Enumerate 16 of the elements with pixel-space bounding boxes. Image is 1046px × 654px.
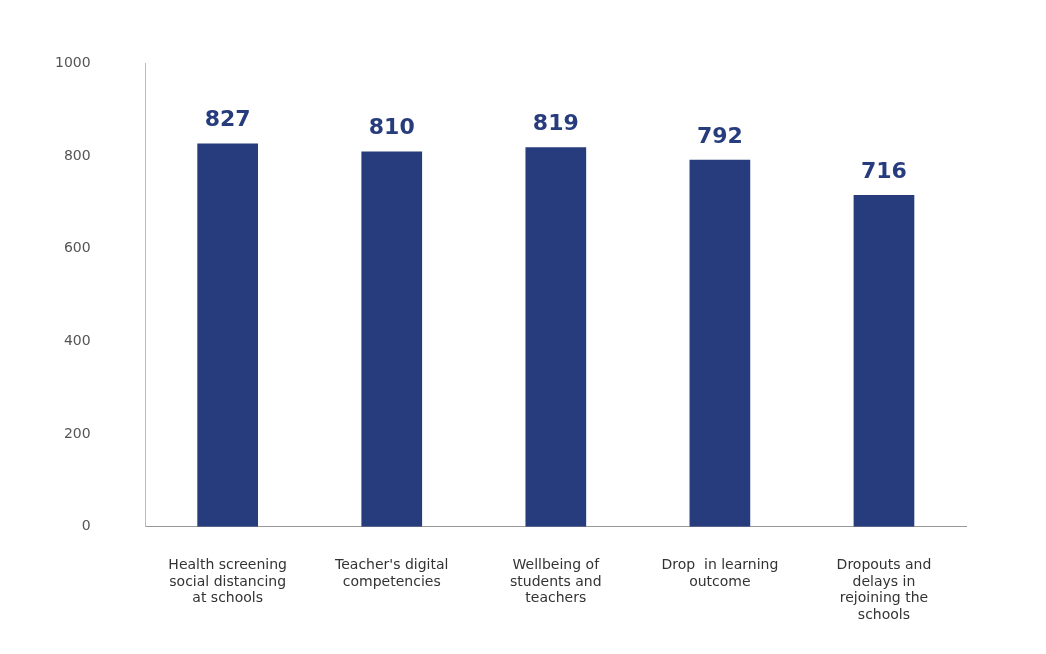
- y-tick-label: 1000: [54, 54, 91, 71]
- data-label: 827: [204, 106, 251, 132]
- y-tick-label: 800: [63, 146, 91, 163]
- x-tick-label: Wellbeing of students and teachers: [510, 555, 602, 606]
- data-label: 792: [696, 122, 743, 148]
- data-label: 819: [532, 109, 579, 135]
- y-tick-label: 400: [63, 332, 91, 349]
- y-tick-label: 600: [63, 239, 91, 256]
- data-label: 810: [368, 114, 415, 140]
- y-tick-label: 0: [81, 517, 91, 534]
- x-tick-label: Teacher's digital competencies: [334, 555, 449, 589]
- y-tick-label: 200: [63, 424, 91, 441]
- x-tick-label: Health screening social distancing at schools: [168, 555, 287, 606]
- x-tick-label: Dropouts and delays in rejoining the schools: [836, 555, 932, 623]
- x-tick-label: Drop in learning outcome: [661, 555, 779, 589]
- data-label: 716: [860, 157, 907, 183]
